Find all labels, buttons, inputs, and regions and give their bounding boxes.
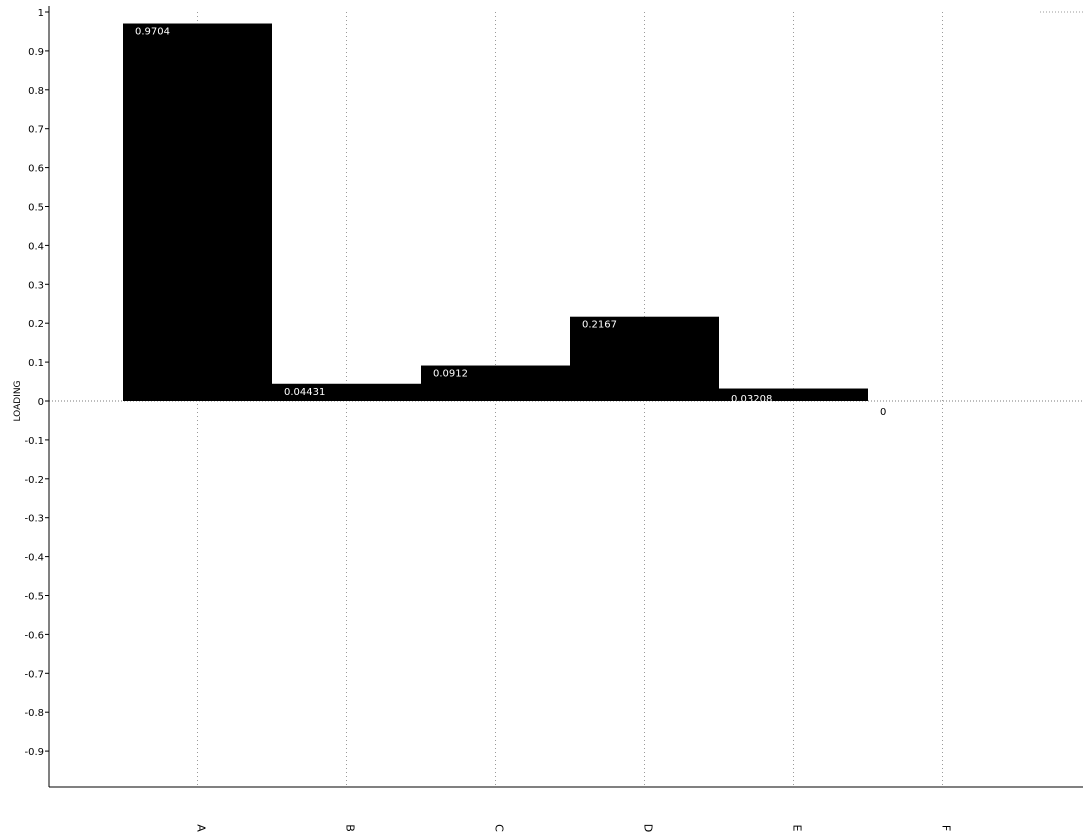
category-label: D (642, 824, 655, 832)
y-tick-label: 0.6 (28, 164, 44, 175)
category-label: E (791, 825, 804, 832)
y-tick-label: 0.4 (28, 241, 44, 252)
y-tick-label: 0.1 (28, 358, 44, 369)
bar-c (421, 365, 570, 401)
y-tick-label: 0.2 (28, 319, 44, 330)
category-label: F (940, 825, 953, 831)
y-tick-label: -0.1 (24, 436, 44, 447)
y-tick-label: -0.6 (24, 630, 44, 641)
y-tick-label: 0.9 (28, 47, 44, 58)
data-label: 0.9704 (135, 27, 170, 38)
y-tick-label: 0 (38, 397, 44, 408)
data-label: 0.04431 (284, 387, 325, 398)
y-tick-label: -0.8 (24, 708, 44, 719)
y-tick-label: 0.3 (28, 280, 44, 291)
y-tick-labels: 1 0.9 0.8 0.7 0.6 0.5 0.4 0.3 0.2 0.1 0 -0.1 -0.2 -0.… (24, 8, 49, 758)
bars (123, 23, 868, 401)
y-axis-title: LOADING (13, 380, 23, 421)
category-label: C (493, 824, 506, 832)
data-label: 0 (880, 407, 886, 418)
axes (48, 6, 1083, 788)
y-tick-label: 1 (38, 8, 44, 19)
y-tick-label: 0.5 (28, 203, 44, 214)
x-category-labels: A B C D E F (195, 824, 953, 832)
y-tick-label: 0.8 (28, 86, 44, 97)
y-tick-label: -0.2 (24, 475, 44, 486)
data-label: 0.2167 (582, 320, 617, 331)
y-tick-label: -0.7 (24, 669, 44, 680)
y-tick-label: -0.5 (24, 592, 44, 603)
bar-b (272, 383, 421, 401)
data-label: 0.0912 (433, 369, 468, 380)
y-tick-label: 0.7 (28, 125, 44, 136)
y-tick-label: -0.9 (24, 747, 44, 758)
y-tick-label: -0.4 (24, 553, 44, 564)
bar-e (719, 388, 868, 401)
data-label: 0.03208 (731, 394, 772, 405)
bar-a (123, 23, 272, 401)
category-label: B (344, 824, 357, 832)
category-label: A (195, 824, 208, 832)
y-tick-label: -0.3 (24, 514, 44, 525)
bar-d (570, 316, 719, 401)
data-labels: 0.9704 0.04431 0.0912 0.2167 0.03208 0 (135, 27, 886, 418)
